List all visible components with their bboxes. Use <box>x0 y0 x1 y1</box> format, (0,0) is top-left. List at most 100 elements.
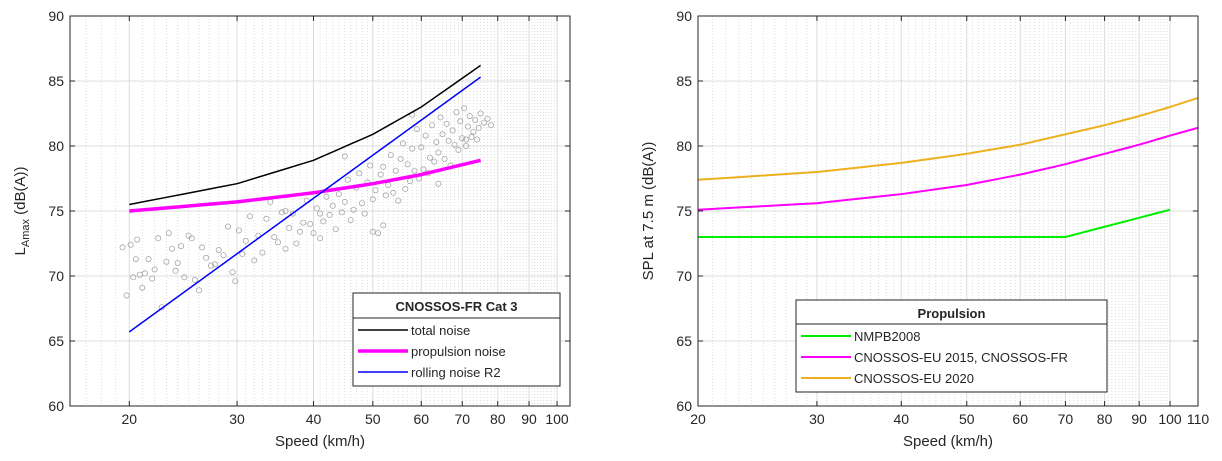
legend-title: CNOSSOS-FR Cat 3 <box>395 299 517 314</box>
scatter-point <box>399 140 406 147</box>
x-tick-label: 20 <box>690 411 706 427</box>
scatter-point <box>310 230 317 237</box>
x-tick-label: 70 <box>454 411 470 427</box>
scatter-point <box>199 244 206 251</box>
series-line-3 <box>128 76 482 333</box>
scatter-point <box>449 127 456 134</box>
scatter-point <box>484 115 491 122</box>
x-tick-label: 50 <box>365 411 381 427</box>
y-tick-label: 80 <box>48 138 64 154</box>
scatter-point <box>134 236 141 243</box>
scatter-point <box>196 287 203 294</box>
series-line-2 <box>698 126 1198 211</box>
y-tick-label: 75 <box>48 203 64 219</box>
x-tick-label: 80 <box>1097 411 1113 427</box>
scatter-point <box>174 259 181 266</box>
scatter-point <box>139 284 146 291</box>
scatter-point <box>203 254 210 261</box>
scatter-point <box>367 162 374 169</box>
scatter-point <box>145 256 152 263</box>
scatter-point <box>413 126 420 133</box>
scatter-point <box>329 202 336 209</box>
x-tick-label: 90 <box>1131 411 1147 427</box>
scatter-point <box>426 154 433 161</box>
x-tick-label: 30 <box>229 411 245 427</box>
scatter-point <box>369 196 376 203</box>
tick-marks <box>70 15 570 407</box>
scatter-point <box>123 292 130 299</box>
y-axis-label-sub: Amax <box>20 219 32 248</box>
x-tick-label: 30 <box>809 411 825 427</box>
scatter-point <box>341 153 348 160</box>
scatter-point <box>271 233 278 240</box>
scatter-point <box>229 269 236 276</box>
legend-label: propulsion noise <box>411 344 506 359</box>
legend-label: rolling noise R2 <box>411 365 501 380</box>
scatter-point <box>433 139 440 146</box>
scatter-point <box>457 118 464 125</box>
scatter-point <box>178 243 185 250</box>
scatter-point <box>119 244 126 251</box>
x-tick-label: 110 <box>1187 411 1210 427</box>
scatter-point <box>463 136 470 143</box>
scatter-point <box>172 267 179 274</box>
y-tick-label: 80 <box>676 138 692 154</box>
scatter-point <box>286 224 293 231</box>
scatter-point <box>488 122 495 129</box>
x-tick-label: 60 <box>413 411 429 427</box>
scatter-point <box>475 124 482 131</box>
scatter-point <box>300 219 307 226</box>
scatter-point <box>275 239 282 246</box>
scatter-point <box>282 207 289 214</box>
x-tick-label: 60 <box>1012 411 1028 427</box>
scatter-point <box>422 132 429 139</box>
scatter-point <box>149 275 156 282</box>
y-tick-label: 90 <box>48 8 64 24</box>
x-axis-label: Speed (km/h) <box>903 433 993 450</box>
scatter-point <box>259 249 266 256</box>
scatter-point <box>326 211 333 218</box>
scatter-point <box>293 240 300 247</box>
scatter-point <box>344 176 351 183</box>
scatter-point <box>251 257 258 264</box>
scatter-point <box>323 193 330 200</box>
scatter-point <box>132 256 139 263</box>
scatter-point <box>380 163 387 170</box>
scatter-point <box>163 258 170 265</box>
series-line-1 <box>129 64 482 206</box>
scatter-point <box>239 250 246 257</box>
scatter-point <box>341 198 348 205</box>
scatter-point <box>155 235 162 242</box>
scatter-point <box>453 109 460 116</box>
scatter-point <box>208 262 215 269</box>
scatter-point <box>451 141 458 148</box>
scatter-point <box>278 209 285 216</box>
y-axis-label-main: L <box>12 247 29 255</box>
scatter-point <box>402 185 409 192</box>
legend-label: total noise <box>411 323 470 338</box>
scatter-point <box>191 276 198 283</box>
scatter-point <box>296 228 303 235</box>
scatter-point <box>474 136 481 143</box>
scatter-point <box>466 113 473 120</box>
x-tick-label: 50 <box>959 411 975 427</box>
legend-box <box>795 299 1108 393</box>
scatter-point <box>418 144 425 151</box>
scatter-point <box>441 155 448 162</box>
scatter-point <box>463 142 470 149</box>
scatter-point <box>181 274 188 281</box>
tick-marks <box>697 15 1199 407</box>
scatter-point <box>390 189 397 196</box>
scatter-point <box>350 206 357 213</box>
y-tick-label: 85 <box>676 73 692 89</box>
scatter-point <box>395 197 402 204</box>
scatter-point <box>431 158 438 165</box>
scatter-point <box>282 245 289 252</box>
scatter-point <box>211 261 218 268</box>
y-tick-label: 70 <box>48 268 64 284</box>
scatter-point <box>307 220 314 227</box>
x-tick-label: 40 <box>306 411 322 427</box>
y-tick-label: 60 <box>676 398 692 414</box>
plot-content <box>119 64 495 333</box>
